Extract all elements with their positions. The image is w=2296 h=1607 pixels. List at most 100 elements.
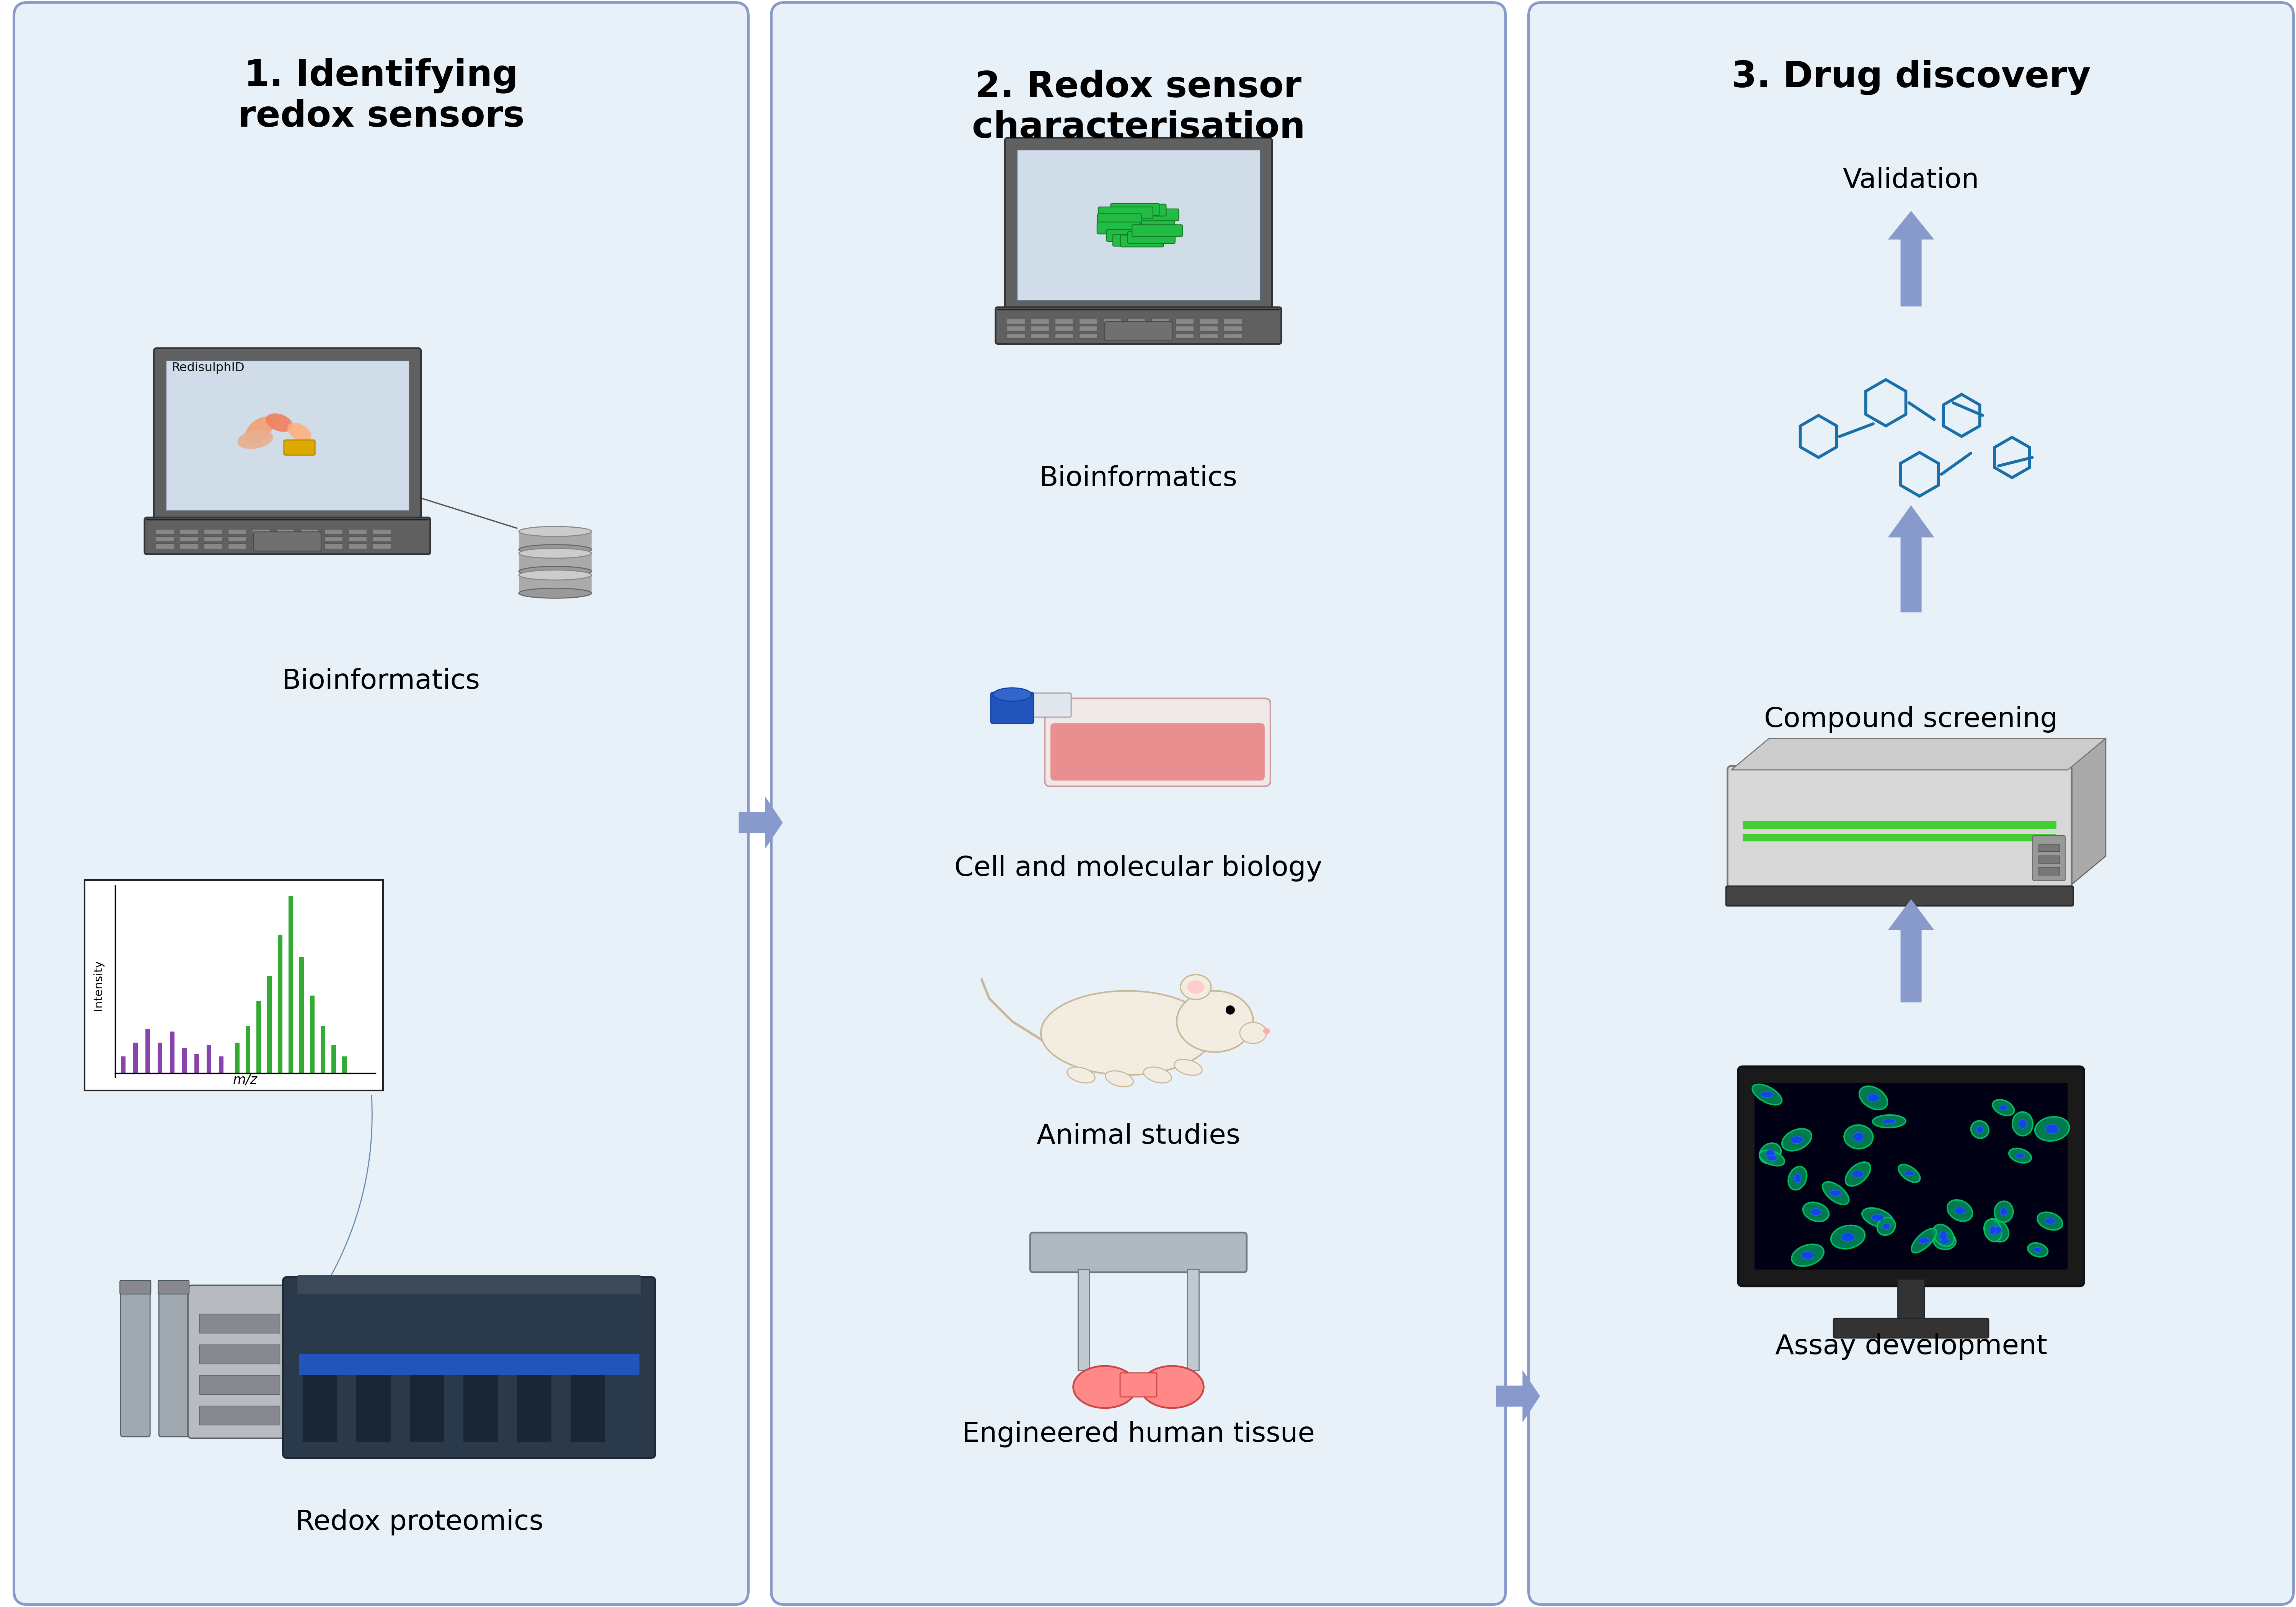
Ellipse shape (1841, 1233, 1855, 1241)
Text: Assay development: Assay development (1775, 1334, 2048, 1360)
Bar (1017, 149, 1261, 301)
FancyBboxPatch shape (119, 1281, 152, 1294)
Bar (1224, 326, 1242, 331)
FancyBboxPatch shape (1097, 214, 1141, 225)
Bar (1054, 318, 1072, 325)
Ellipse shape (2034, 1117, 2069, 1141)
FancyArrow shape (1887, 211, 1933, 307)
Ellipse shape (1830, 1226, 1864, 1249)
Ellipse shape (2009, 1149, 2032, 1163)
Bar (200, 1345, 280, 1364)
FancyBboxPatch shape (1045, 699, 1270, 786)
Bar (276, 543, 294, 548)
FancyBboxPatch shape (122, 1287, 149, 1437)
Text: Compound screening: Compound screening (1763, 705, 2057, 733)
Bar (1127, 333, 1146, 339)
Ellipse shape (1263, 1028, 1270, 1033)
Text: m/z: m/z (234, 1073, 257, 1086)
Bar (2039, 844, 2060, 852)
Bar (1054, 333, 1072, 339)
Ellipse shape (1141, 1366, 1203, 1408)
Bar (179, 543, 197, 548)
Bar (464, 1376, 498, 1441)
Text: 3. Drug discovery: 3. Drug discovery (1731, 59, 2092, 95)
Ellipse shape (1867, 1094, 1878, 1102)
Bar (1006, 333, 1024, 339)
Ellipse shape (1823, 1181, 1848, 1205)
Ellipse shape (1940, 1231, 1947, 1241)
FancyBboxPatch shape (14, 3, 748, 1604)
Bar (1127, 318, 1146, 325)
Ellipse shape (2016, 1154, 2025, 1159)
Bar (145, 1028, 149, 1073)
Bar (1896, 1279, 1924, 1327)
FancyBboxPatch shape (1052, 723, 1265, 781)
Ellipse shape (1991, 1226, 2002, 1234)
Bar (200, 1315, 280, 1334)
Bar (372, 537, 390, 542)
Ellipse shape (2046, 1218, 2055, 1225)
Bar (218, 1056, 223, 1073)
Bar (1127, 326, 1146, 331)
Ellipse shape (1766, 1149, 1775, 1157)
Bar (519, 575, 592, 593)
Bar (156, 543, 174, 548)
FancyBboxPatch shape (1097, 222, 1141, 235)
Bar (122, 1056, 126, 1073)
Bar (227, 529, 246, 534)
FancyBboxPatch shape (296, 1276, 641, 1295)
Bar (253, 529, 271, 534)
Ellipse shape (266, 413, 294, 432)
Ellipse shape (1173, 1059, 1203, 1075)
Ellipse shape (236, 431, 273, 448)
FancyBboxPatch shape (285, 440, 315, 455)
Ellipse shape (1977, 1127, 1984, 1133)
Ellipse shape (1853, 1172, 1864, 1178)
Bar (1176, 326, 1194, 331)
Bar (179, 529, 197, 534)
Bar (195, 1054, 200, 1073)
Ellipse shape (1752, 1085, 1782, 1106)
FancyBboxPatch shape (996, 307, 1281, 344)
Bar (278, 935, 282, 1073)
Ellipse shape (1072, 1366, 1137, 1408)
Bar (1176, 318, 1194, 325)
Bar (1079, 333, 1097, 339)
Bar (1199, 326, 1217, 331)
Bar (349, 537, 367, 542)
Ellipse shape (1860, 1086, 1887, 1110)
FancyArrow shape (1887, 505, 1933, 612)
Ellipse shape (1844, 1125, 1874, 1149)
Bar (301, 529, 319, 534)
Bar (1006, 326, 1024, 331)
Ellipse shape (1862, 1208, 1894, 1228)
Bar (1187, 1270, 1199, 1371)
FancyArrow shape (1497, 1369, 1541, 1422)
Ellipse shape (1883, 1223, 1890, 1229)
FancyBboxPatch shape (771, 3, 1506, 1604)
Bar (227, 537, 246, 542)
FancyBboxPatch shape (1097, 207, 1153, 219)
Ellipse shape (519, 566, 592, 577)
Text: Validation: Validation (1844, 167, 1979, 193)
FancyBboxPatch shape (1031, 1233, 1247, 1273)
Text: 1. Identifying
redox sensors: 1. Identifying redox sensors (239, 58, 523, 133)
Ellipse shape (1789, 1167, 1807, 1189)
Ellipse shape (1104, 1070, 1134, 1086)
FancyBboxPatch shape (1727, 767, 2071, 892)
FancyArrow shape (739, 797, 783, 848)
Bar (158, 1043, 163, 1073)
FancyBboxPatch shape (1141, 217, 1176, 228)
Bar (301, 537, 319, 542)
Ellipse shape (2000, 1106, 2007, 1110)
Ellipse shape (1802, 1252, 1814, 1258)
Ellipse shape (1143, 1067, 1171, 1083)
Bar (1102, 326, 1120, 331)
FancyBboxPatch shape (1006, 138, 1272, 312)
Ellipse shape (1878, 1218, 1896, 1236)
Ellipse shape (1793, 1173, 1800, 1183)
Ellipse shape (1917, 1237, 1931, 1244)
FancyBboxPatch shape (1022, 693, 1072, 717)
FancyBboxPatch shape (1125, 204, 1166, 215)
Bar (1102, 333, 1120, 339)
